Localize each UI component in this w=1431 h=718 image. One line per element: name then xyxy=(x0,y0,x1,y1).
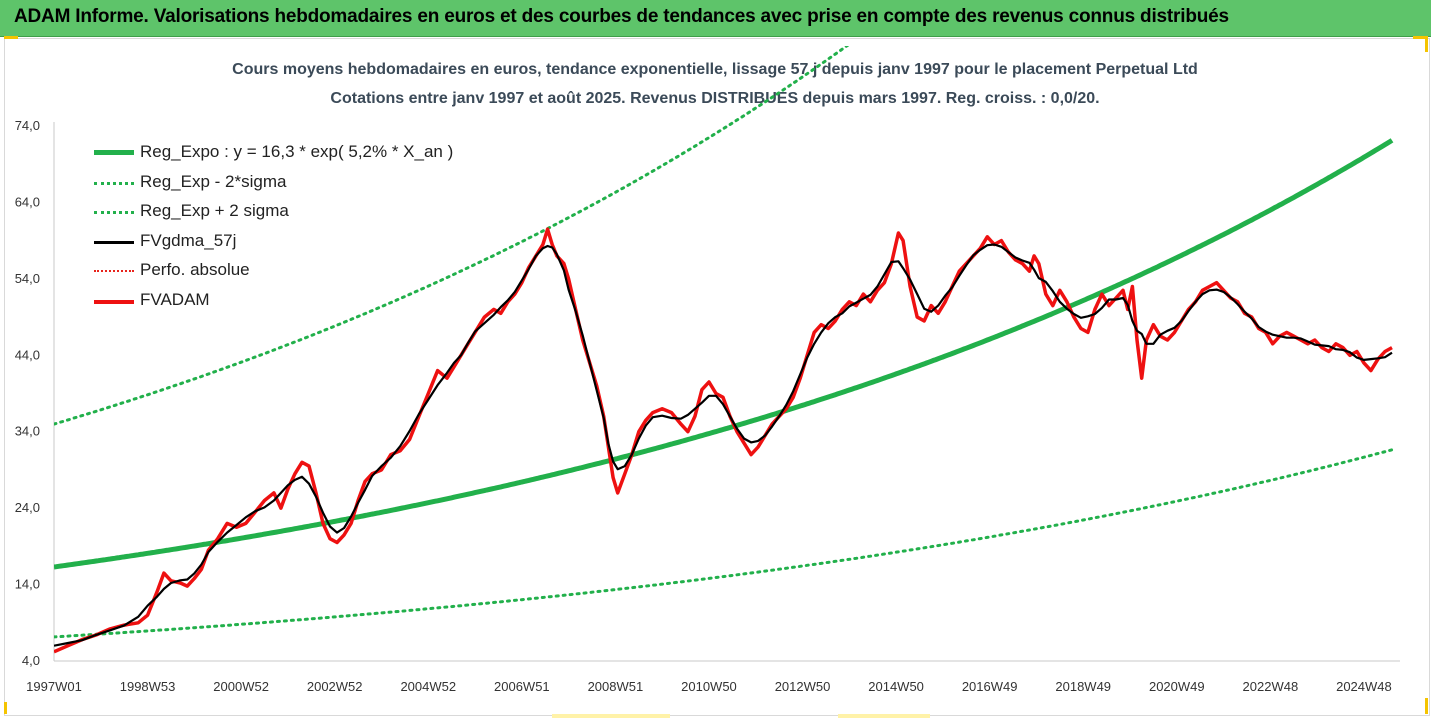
x-tick-label: 2020W49 xyxy=(1149,679,1205,694)
legend-swatch-fvgdma xyxy=(94,240,134,244)
legend-label-reg-expo: Reg_Expo : y = 16,3 * exp( 5,2% * X_an ) xyxy=(140,142,454,161)
y-tick-label: 34,0 xyxy=(15,424,40,439)
y-tick-label: 4,0 xyxy=(22,653,40,668)
corner-mark-right-edge xyxy=(1425,36,1428,52)
x-tick-label: 2004W52 xyxy=(400,679,456,694)
series-fvgdma-57j xyxy=(54,243,1393,647)
series-layer xyxy=(54,46,1394,654)
legend-swatch-reg-expo xyxy=(94,150,134,155)
y-tick-label: 24,0 xyxy=(15,500,40,515)
x-tick-label: 2014W50 xyxy=(868,679,924,694)
legend-swatch-reg-exp-plus xyxy=(94,211,134,214)
y-tick-label: 14,0 xyxy=(15,577,40,592)
corner-mark-top-left xyxy=(4,36,18,39)
legend-swatch-perfo-absolue xyxy=(94,270,134,272)
y-tick-label: 74,0 xyxy=(15,118,40,133)
y-tick-label: 44,0 xyxy=(15,347,40,362)
axes: 4,0 14,0 24,0 34,0 44,0 54,0 64,0 74,0 1997W01 19… xyxy=(15,118,1400,694)
x-tick-label: 1998W53 xyxy=(120,679,176,694)
x-tick-label: 2012W50 xyxy=(775,679,831,694)
legend-label-fvadam: FVADAM xyxy=(140,289,210,309)
y-tick-label: 54,0 xyxy=(15,271,40,286)
x-tick-label: 2024W48 xyxy=(1336,679,1392,694)
bottom-handle-left xyxy=(552,714,670,718)
x-tick-label: 2022W48 xyxy=(1243,679,1299,694)
series-reg-expo xyxy=(54,138,1394,570)
bottom-handle-right xyxy=(838,714,930,718)
corner-mark-bottom-right xyxy=(1425,698,1428,714)
x-tick-label: 2018W49 xyxy=(1055,679,1111,694)
report-banner: ADAM Informe. Valorisations hebdomadaire… xyxy=(0,0,1431,37)
series-reg-exp-plus-2sigma xyxy=(54,46,850,426)
legend-label-reg-exp-minus: Reg_Exp - 2*sigma xyxy=(140,171,287,191)
x-tick-label: 2006W51 xyxy=(494,679,550,694)
legend-swatch-fvadam xyxy=(94,299,134,304)
x-tick-label: 1997W01 xyxy=(26,679,82,694)
x-tick-label: 2016W49 xyxy=(962,679,1018,694)
y-tick-label: 64,0 xyxy=(15,194,40,209)
x-tick-label: 2010W50 xyxy=(681,679,737,694)
legend-label-reg-exp-plus: Reg_Exp + 2 sigma xyxy=(140,201,289,220)
chart-title-line2: Cotations entre janv 1997 et août 2025. … xyxy=(330,90,1100,107)
chart-frame xyxy=(4,38,1430,716)
corner-mark-top-right xyxy=(1413,36,1427,39)
legend-swatch-reg-exp-minus xyxy=(94,181,134,185)
series-reg-exp-minus-2sigma xyxy=(54,448,1394,639)
chart-title-line1: Cours moyens hebdomadaires en euros, ten… xyxy=(232,61,1198,78)
corner-mark-bottom-left xyxy=(4,702,7,714)
report-title: ADAM Informe. Valorisations hebdomadaire… xyxy=(14,6,1229,27)
legend-label-fvgdma: FVgdma_57j xyxy=(140,230,237,250)
legend-label-perfo-absolue: Perfo. absolue xyxy=(140,260,250,279)
x-tick-label: 2008W51 xyxy=(588,679,644,694)
series-fvadam xyxy=(54,227,1393,654)
x-tick-label: 2002W52 xyxy=(307,679,363,694)
x-tick-label: 2000W52 xyxy=(213,679,269,694)
